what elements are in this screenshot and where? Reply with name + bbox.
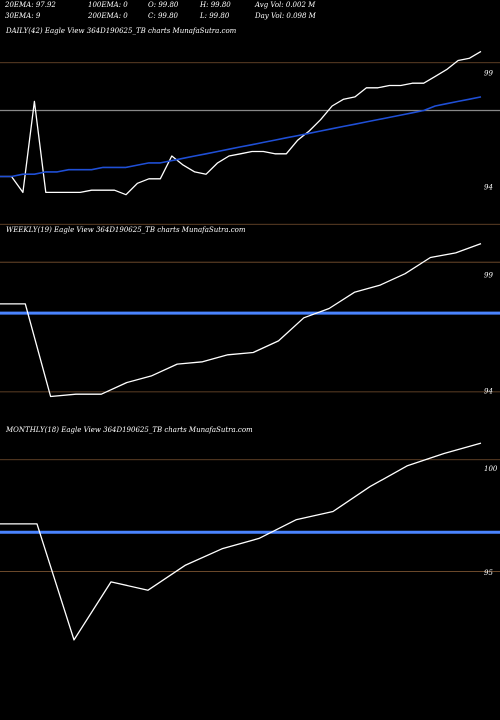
header-close: C: 99.80 [148,12,178,20]
header-low: L: 99.80 [200,12,230,20]
weekly-chart-title: WEEKLY(19) Eagle View 364D190625_TB char… [6,226,246,234]
monthly-chart-title: MONTHLY(18) Eagle View 364D190625_TB cha… [6,426,253,434]
monthly-price-line [0,442,482,641]
monthly-tick-label: 100 [484,465,498,473]
header-30ema: 30EMA: 9 [5,12,41,20]
header-20ema: 20EMA: 97.92 [5,1,56,9]
header-100ema: 100EMA: 0 [88,1,128,9]
daily-price-line [0,50,482,196]
header-200ema: 200EMA: 0 [88,12,128,20]
header-avg-vol: Avg Vol: 0.002 M [255,1,316,9]
monthly-tick-label: 95 [484,569,493,577]
header-day-vol: Day Vol: 0.098 M [255,12,316,20]
daily-ema-line [0,96,482,178]
weekly-tick-label: 99 [484,272,493,280]
header-high: H: 99.80 [200,1,231,9]
daily-tick-label: 99 [484,70,493,78]
weekly-price-line [0,242,482,398]
daily-tick-label: 94 [484,183,493,191]
header-open: O: 99.80 [148,1,179,9]
daily-chart-title: DAILY(42) Eagle View 364D190625_TB chart… [6,27,237,35]
weekly-tick-label: 94 [484,388,493,396]
